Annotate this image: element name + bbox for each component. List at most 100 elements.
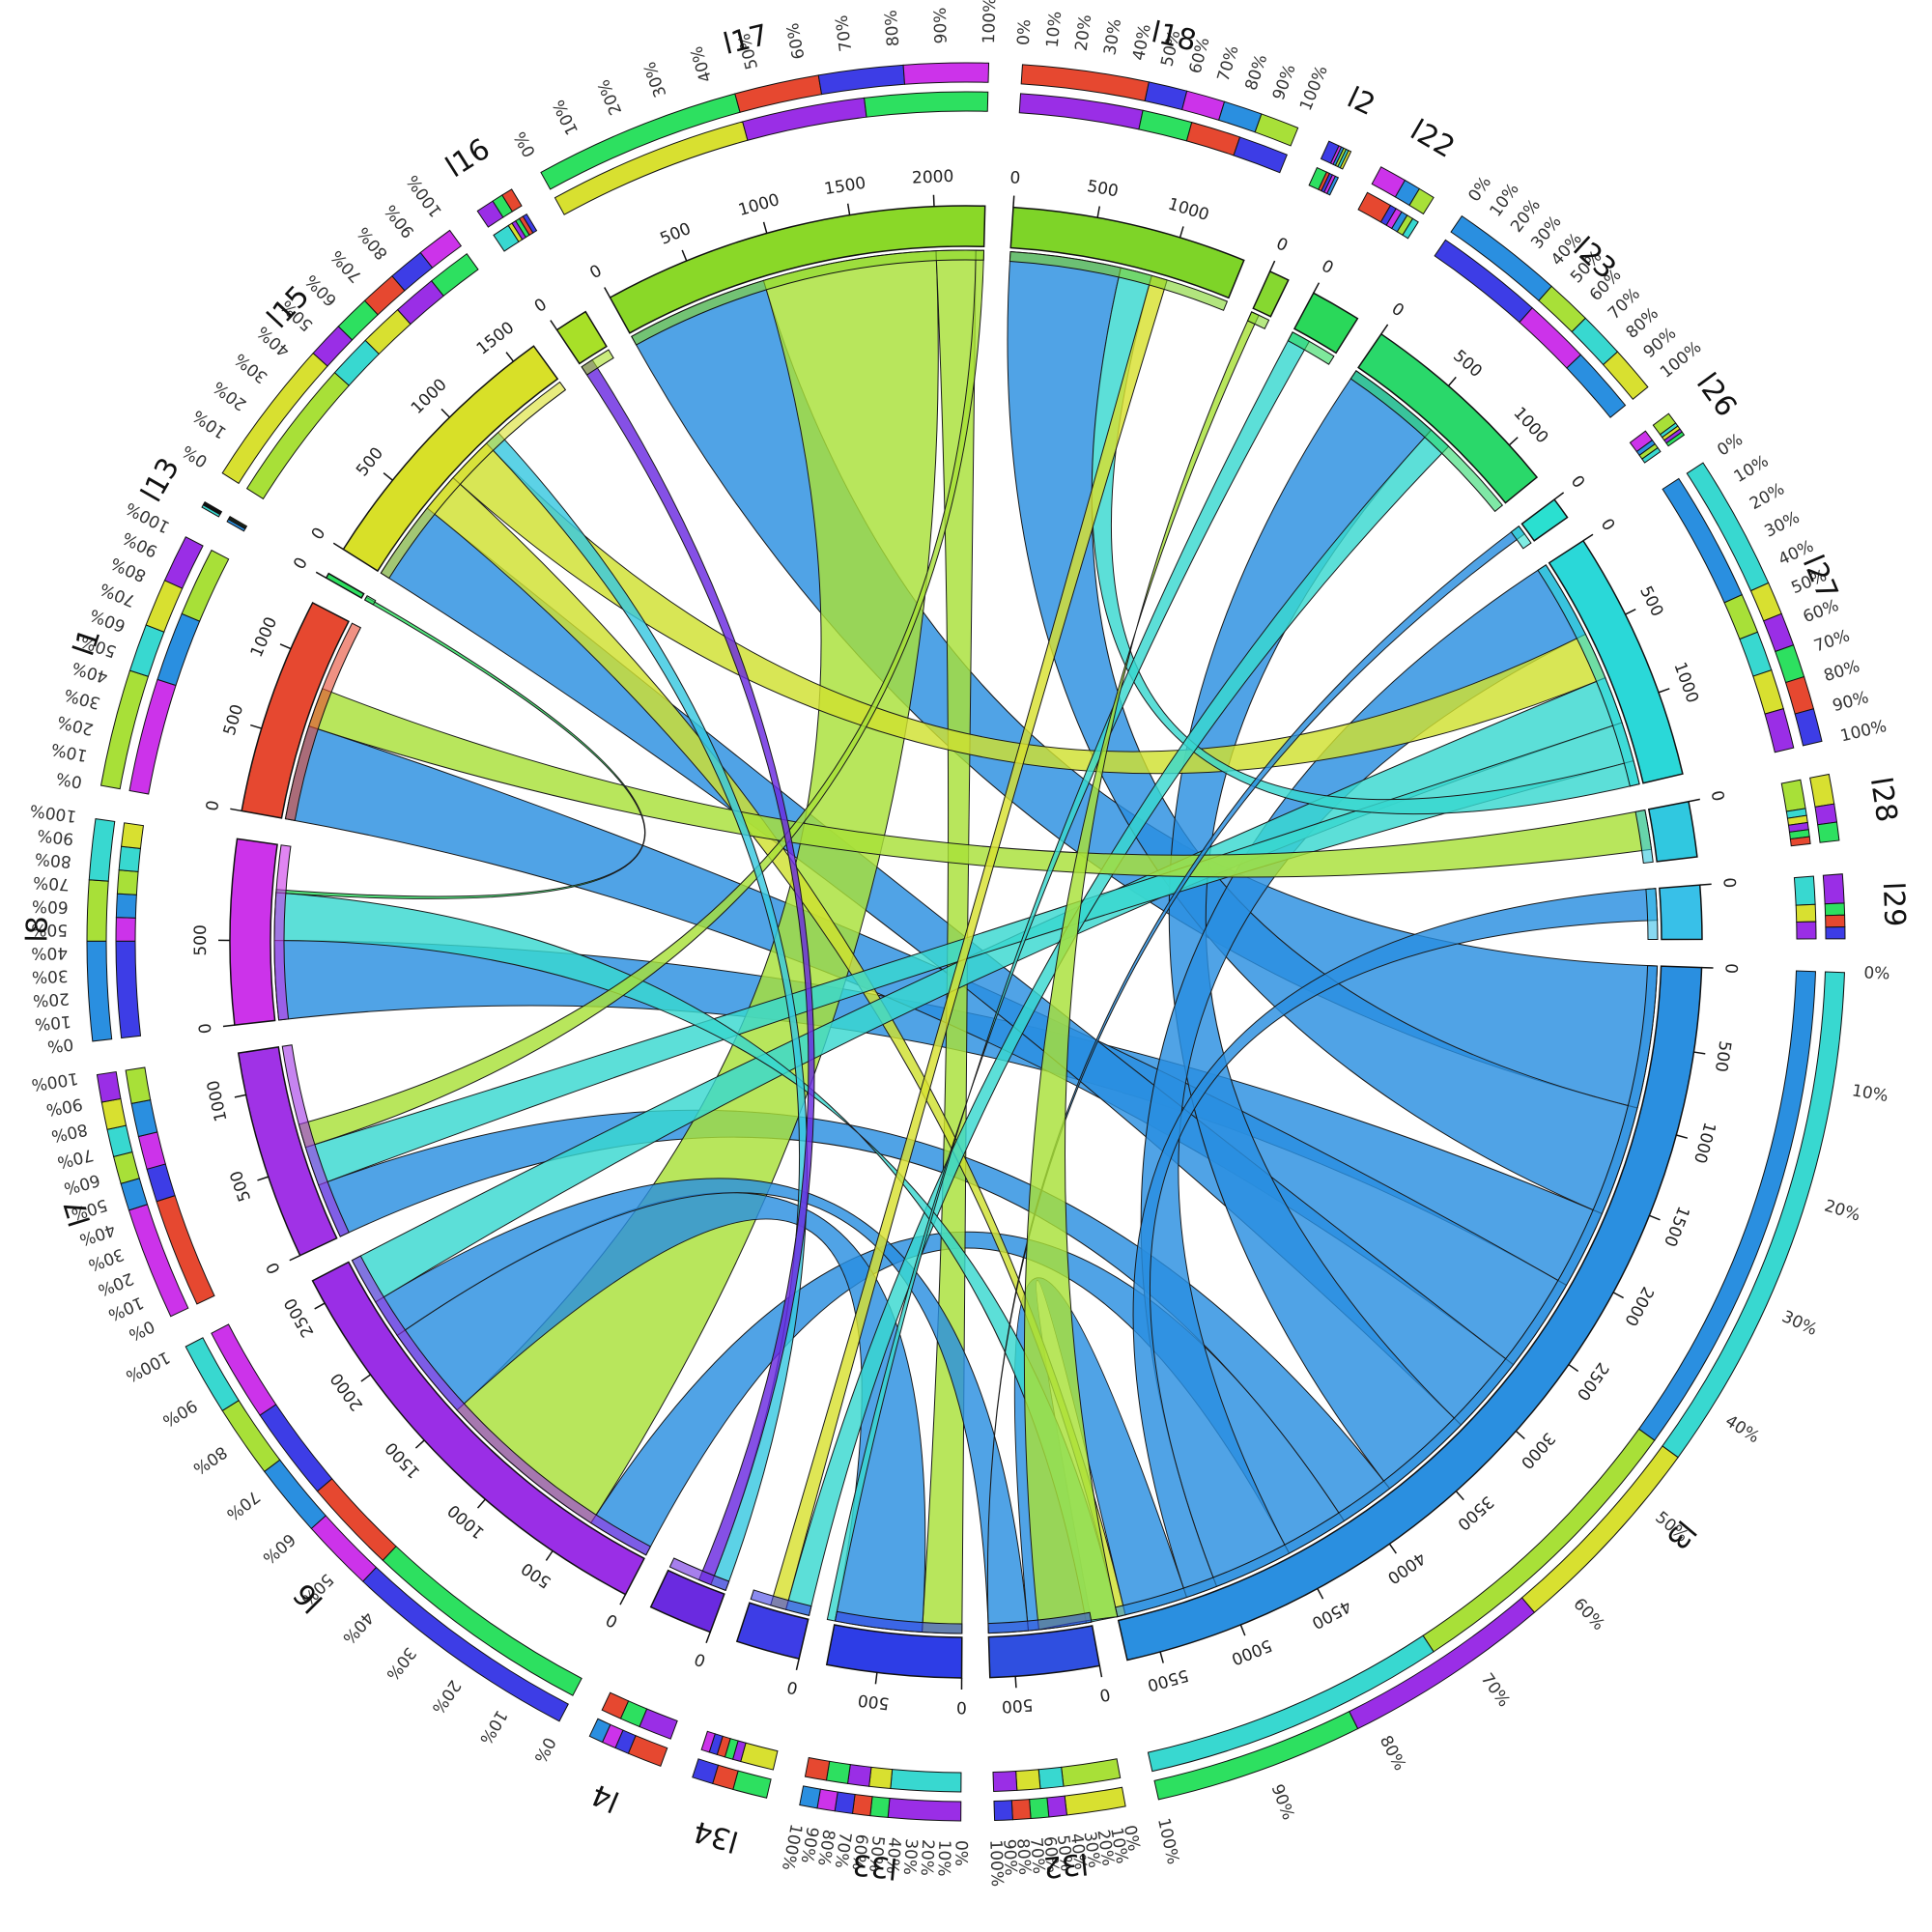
stacked-bar-l32-ring1 (1037, 1766, 1065, 1790)
pct-tick-label-l15: 0% (179, 440, 211, 470)
segment-tick-l8 (222, 1024, 235, 1028)
stacked-bar-l29-ring1 (1795, 903, 1817, 923)
pct-tick-label-l33: 20% (917, 1839, 938, 1877)
segment-tick-l18 (1012, 195, 1015, 208)
stacked-bar-l18-ring1 (1233, 136, 1288, 174)
stacked-bar-l7-ring2 (96, 1070, 122, 1103)
segment-inner-band-l1 (284, 622, 362, 821)
segment-tick-label-l28: 0 (1707, 789, 1728, 803)
stacked-bar-l33-ring2 (799, 1785, 821, 1809)
segment-tick-l3 (1649, 1214, 1661, 1221)
stacked-bar-l27-ring1 (1764, 708, 1795, 753)
pct-tick-label-l18: 20% (1072, 14, 1096, 52)
segment-tick-l6 (414, 1439, 425, 1449)
segment-inner-band-l6 (351, 1255, 652, 1556)
segment-tick-label-l3: 5000 (1229, 1634, 1275, 1668)
segment-tick-label-l1: 500 (220, 702, 248, 738)
segment-tick-label-l3: 500 (1711, 1039, 1735, 1073)
segment-tick-l3 (1568, 1363, 1579, 1373)
segment-arc-l13 (325, 572, 365, 600)
segment-tick-l17 (604, 287, 611, 298)
stacked-bar-l2-ring2 (1339, 150, 1352, 170)
segment-tick-label-l6: 2500 (281, 1294, 319, 1341)
stacked-bar-l29-ring2 (1824, 902, 1846, 917)
segment-tick-label-l27: 500 (1635, 583, 1666, 620)
stacked-bar-l33-ring1 (804, 1756, 831, 1781)
segment-tick-label-l34: 0 (785, 1676, 800, 1697)
segment-tick-l3 (1515, 1430, 1525, 1439)
pct-tick-label-l18: 10% (1043, 11, 1066, 49)
pct-tick-label-l7: 100% (30, 1068, 79, 1094)
stacked-bar-l27-ring2 (1775, 644, 1805, 684)
chord-links (273, 249, 1659, 1634)
pct-tick-label-l32: 90% (999, 1838, 1020, 1876)
pct-tick-label-l1: 40% (70, 658, 110, 687)
pct-tick-label-l32: 70% (1026, 1836, 1048, 1874)
segment-arc-l3 (1117, 965, 1703, 1662)
stacked-bar-l8-ring1 (115, 917, 136, 942)
segment-tick-l3 (1676, 1134, 1689, 1139)
segment-tick-label-l18: 0 (1009, 168, 1021, 188)
segment-tick-label-l23: 1000 (1509, 404, 1551, 447)
segment-inner-band-l13 (363, 595, 377, 606)
segment-tick-label-l23: 0 (1388, 299, 1407, 322)
stacked-bar-l8-ring2 (88, 818, 116, 882)
pct-tick-label-l33: 60% (847, 1833, 870, 1872)
pct-tick-label-l6: 80% (189, 1441, 230, 1478)
pct-tick-label-l23: 0% (1464, 173, 1495, 206)
segment-arc-l8 (229, 838, 278, 1027)
pct-tick-label-l33: 50% (865, 1835, 888, 1874)
stacked-bar-l18-ring1 (1138, 109, 1193, 142)
pct-tick-label-l32: 60% (1039, 1835, 1062, 1873)
stacked-bar-l8-ring1 (115, 940, 142, 1039)
pct-tick-label-l27: 20% (1747, 479, 1788, 514)
stacked-bar-l32-ring2 (1046, 1795, 1067, 1818)
segment-tick-label-l8: 500 (191, 924, 211, 955)
segment-tick-l3 (1388, 1543, 1397, 1554)
segment-tick-l1 (230, 808, 242, 812)
segment-tick-l6 (619, 1594, 627, 1605)
pct-tick-label-l27: 90% (1831, 688, 1871, 716)
segment-arc-l2 (1252, 270, 1290, 318)
pct-tick-label-l6: 100% (123, 1347, 173, 1385)
segment-name-l18: l18 (1149, 15, 1200, 59)
segment-name-l4: l4 (586, 1776, 624, 1818)
pct-tick-label-l27: 10% (1731, 451, 1773, 487)
segment-tick-l32 (1098, 1665, 1103, 1678)
stacked-bar-l7-ring2 (100, 1097, 128, 1130)
stacked-bar-l28-ring2 (1814, 803, 1838, 826)
segment-tick-l15 (440, 408, 450, 418)
segment-tick-l7 (289, 1254, 300, 1262)
pct-tick-label-l1: 20% (55, 711, 95, 738)
stacked-bar-l23-ring1 (1566, 354, 1627, 418)
segment-inner-band-l7 (281, 1044, 350, 1237)
pct-tick-label-l8: 90% (36, 825, 74, 848)
segment-arc-l18 (1009, 206, 1245, 299)
segment-tick-label-l15: 1500 (473, 318, 518, 358)
segment-inner-band-l4 (668, 1557, 730, 1592)
stacked-bar-l18-ring2 (1181, 90, 1226, 121)
stacked-bar-l27-ring1 (1752, 669, 1784, 715)
segment-tick-label-l7: 0 (263, 1259, 285, 1276)
pct-tick-label-l6: 40% (338, 1607, 377, 1648)
stacked-bar-l17-ring2 (902, 62, 990, 85)
segment-tick-l16 (550, 320, 558, 330)
segment-tick-label-l4: 0 (692, 1648, 708, 1670)
segment-tick-label-l17: 1500 (823, 174, 867, 200)
segment-tick-l26 (1553, 492, 1565, 500)
segment-tick-label-l26: 0 (1567, 472, 1588, 493)
pct-tick-label-l32: 80% (1012, 1838, 1034, 1876)
segment-tick-l3 (1455, 1491, 1464, 1501)
pct-tick-label-l32: 0% (1120, 1824, 1144, 1853)
stacked-bar-l27-ring1 (1723, 594, 1759, 640)
segment-tick-label-l6: 1000 (444, 1500, 489, 1542)
stacked-bar-l32-ring2 (993, 1800, 1013, 1822)
pct-tick-label-l15: 20% (210, 377, 250, 414)
pct-tick-label-l33: 100% (778, 1822, 806, 1872)
chord-segments (86, 62, 1846, 1822)
segment-inner-band-l23 (1350, 370, 1504, 513)
pct-tick-label-l8: 70% (33, 872, 71, 894)
segment-inner-band-l29 (1645, 888, 1659, 941)
stacked-bar-l27-ring2 (1784, 675, 1815, 715)
